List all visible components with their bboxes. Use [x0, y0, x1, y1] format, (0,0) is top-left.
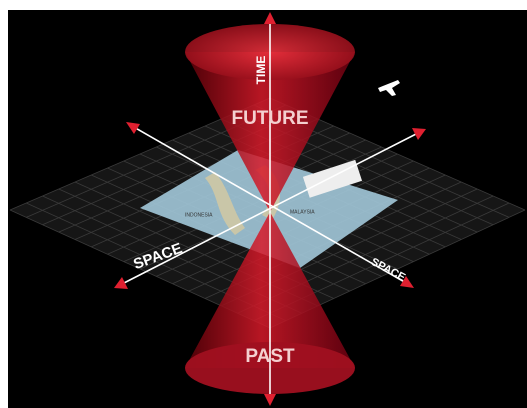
axes: [119, 18, 421, 400]
future-label: FUTURE: [231, 108, 308, 129]
arrow-head: [400, 276, 414, 288]
arrow-head: [126, 122, 140, 134]
arrow-head: [114, 277, 128, 289]
arrow-head: [264, 12, 276, 24]
arrow-head: [412, 128, 426, 140]
arrow-head: [264, 394, 276, 406]
airplane-icon: [378, 80, 400, 96]
space-axis: [119, 131, 421, 286]
space-axis: [131, 125, 409, 285]
past-label: PAST: [245, 346, 295, 367]
map-land: [205, 172, 245, 235]
map-label: INDONESIA: [185, 212, 213, 218]
map-label: MALAYSIA: [290, 209, 315, 215]
time-label: TIME: [254, 56, 268, 85]
